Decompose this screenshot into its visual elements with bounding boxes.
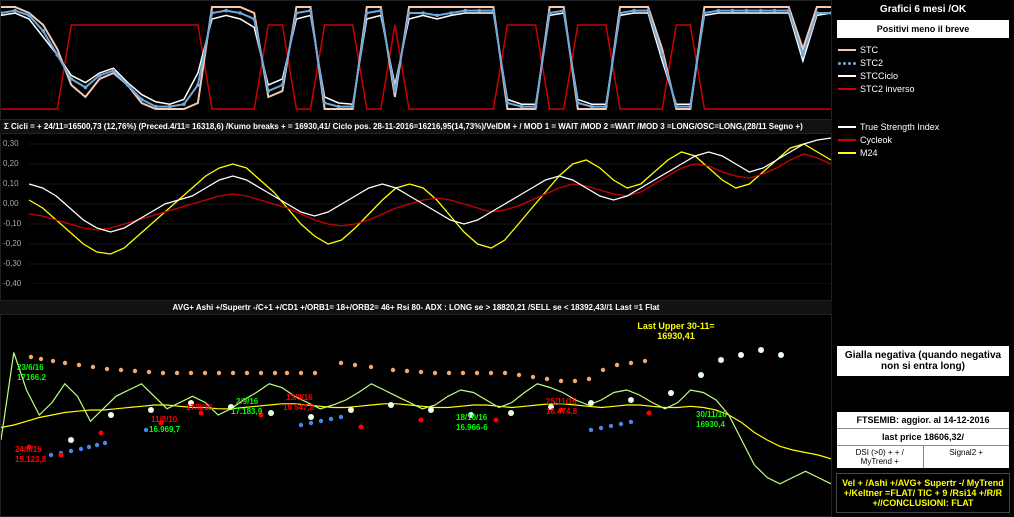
note-box-1: Positivi meno il breve [836,19,1010,39]
side-title-1: Grafici 6 mesi /OK [834,2,1012,17]
ftsemib-box: FTSEMIB: aggior. al 14-12-2016 last pric… [836,411,1010,469]
price-annotation: 17.183,9 [231,407,262,416]
note-box-2: Gialla negativa (quando negativa non si … [836,345,1010,377]
y-axis-label: -0,30 [3,259,21,268]
y-axis-label: 0,00 [3,199,19,208]
price-annotation: 15.123,8 [15,455,46,464]
legend-2: True Strength Index Cycleok M24 [834,118,1012,162]
price-annotation: 24/6/16 [15,445,42,454]
price-annotation: 16930,4 [696,420,725,429]
y-axis-label: 0,20 [3,159,19,168]
y-axis-label: -0,40 [3,279,21,288]
legend-item: True Strength Index [838,122,1008,132]
price-annotation: 23/6/16 [17,363,44,372]
panel-tsi: 0,30 0,20 0,10 0,00 -0,10 -0,20 -0,30 -0,40 [0,133,832,301]
y-axis-label: 0,10 [3,179,19,188]
legend-item: STC2 [838,58,1008,68]
price-annotation: 16.474,8 [546,407,577,416]
ftsemib-title: FTSEMIB: aggior. al 14-12-2016 [837,412,1009,429]
y-axis-label: 0,30 [3,139,19,148]
price-annotation: 16.966-6 [456,423,488,432]
panel-price: 23/6/1617166.224/6/1615.123,811/8/1016.9… [0,314,832,517]
price-annotation: 11/8/10 [151,415,177,424]
price-annotation: 17166.2 [17,373,46,382]
y-axis-label: -0,10 [3,219,21,228]
legend-item: M24 [838,148,1008,158]
last-price: last price 18606,32/ [837,429,1009,446]
legend-1: STC STC2 STCCiclo STC2 inverso [834,41,1012,98]
price-annotation: 16 547,8 [283,403,314,412]
panel-stc [0,0,832,120]
legend-item: STC2 inverso [838,84,1008,94]
legend-item: STCCiclo [838,71,1008,81]
price-annotation: 2/9/16 [236,397,258,406]
price-annotation: 17/8/16 [186,403,213,412]
price-annotation: 13/9/16 [286,393,313,402]
y-axis-label: -0,20 [3,239,21,248]
conclusion-box: Vel + /Ashi +/AVG+ Supertr -/ MyTrend +/… [836,473,1010,513]
legend-item: Cycleok [838,135,1008,145]
status-bar-1: Σ Cicli = + 24/11=16500,73 (12,76%) (Pre… [0,120,832,133]
signal2-cell: Signal2 + [924,446,1010,468]
price-annotation: 18/10/16 [456,413,487,422]
upper-label: Last Upper 30-11= 16930,41 [621,321,731,341]
price-annotation: 30/11/16 [696,410,727,419]
status-bar-2: AVG+ Ashi +/Supertr -/C+1 +/CD1 +/ORB1= … [0,301,832,314]
dsi-cell: DSI (>0) + + / MyTrend + [837,446,924,468]
price-annotation: 16.969,7 [149,425,180,434]
legend-item: STC [838,45,1008,55]
price-annotation: 25/11/16 [546,397,577,406]
